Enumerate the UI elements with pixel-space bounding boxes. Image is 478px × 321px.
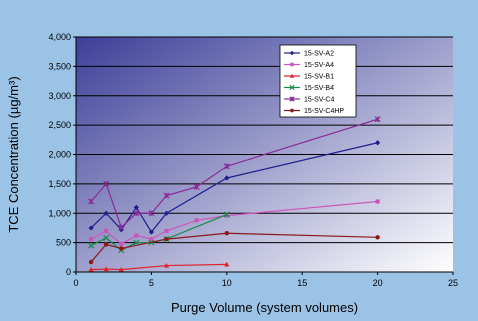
data-point	[224, 261, 230, 267]
data-point	[103, 180, 110, 187]
x-tick-label: 15	[297, 278, 307, 288]
legend-label: 15-SV-B1	[304, 74, 334, 81]
y-tick-label: 500	[56, 238, 71, 248]
series-group	[88, 116, 381, 272]
x-tick-label: 25	[448, 278, 458, 288]
y-tick-label: 3,000	[48, 91, 71, 101]
data-point	[133, 239, 140, 246]
legend-marker	[289, 84, 295, 91]
legend-item: 15-SV-C4	[284, 96, 334, 104]
data-point	[88, 225, 94, 231]
x-axis-title: Purge Volume (system volumes)	[171, 300, 358, 315]
data-point	[375, 140, 381, 146]
x-tick-label: 0	[73, 278, 78, 288]
data-point	[88, 267, 94, 272]
data-point	[148, 210, 155, 217]
legend-item: 15-SV-A4	[284, 62, 334, 69]
y-tick-label: 1,000	[48, 208, 71, 218]
legend: 15-SV-A2 15-SV-A4 15-SV-B1 15-SV-B4 15-SV-C4…	[279, 44, 357, 118]
data-point	[103, 242, 109, 247]
legend-marker	[289, 73, 295, 78]
data-point	[374, 116, 381, 123]
legend-label: 15-SV-A4	[304, 62, 334, 69]
data-point	[103, 266, 109, 272]
series-line	[90, 142, 378, 234]
data-point	[375, 235, 380, 240]
x-tick-label: 5	[149, 278, 154, 288]
legend-item: 15-SV-A2	[284, 51, 334, 58]
data-point	[223, 163, 230, 170]
legend-label: 15-SV-C4HP	[304, 108, 344, 115]
series-15-sv-a2	[88, 140, 381, 235]
y-tick-label: 2,500	[48, 120, 71, 130]
data-point	[163, 192, 170, 199]
series-15-sv-c4hp	[88, 231, 380, 265]
data-point	[104, 228, 109, 233]
data-point	[89, 237, 94, 242]
y-tick-label: 1,500	[48, 179, 71, 189]
data-point	[164, 236, 169, 242]
data-point	[88, 259, 94, 265]
data-point	[148, 229, 154, 235]
legend-label: 15-SV-C4	[304, 97, 334, 104]
y-tick-label: 4,000	[48, 32, 71, 42]
legend-item: 15-SV-B4	[284, 84, 334, 92]
legend-marker	[289, 50, 295, 56]
data-point	[88, 198, 95, 205]
y-tick-label: 0	[66, 267, 71, 277]
legend-box	[279, 44, 357, 118]
legend-marker	[289, 96, 295, 102]
series-15-sv-c4	[88, 116, 381, 231]
y-axis-title: TCE Concentration (µg/m³)	[6, 76, 21, 232]
x-tick-label: 20	[373, 278, 383, 288]
legend-label: 15-SV-B4	[304, 85, 334, 92]
data-point	[119, 241, 124, 246]
data-point	[133, 210, 140, 217]
data-point	[103, 210, 109, 216]
data-point	[119, 246, 124, 251]
legend-label: 15-SV-A2	[304, 51, 334, 58]
data-point	[134, 233, 139, 238]
data-point	[149, 237, 154, 242]
data-point	[163, 262, 170, 268]
legend-item: 15-SV-B1	[284, 74, 334, 81]
data-point	[164, 228, 169, 233]
axes: 0 500 1,000 1,500 2,000 2,500 3,000 3,500 4,000 0…	[48, 32, 458, 288]
data-point	[375, 199, 380, 204]
legend-marker	[290, 108, 294, 113]
series-line	[90, 232, 378, 263]
series-15-sv-b1	[88, 261, 230, 272]
data-point	[193, 183, 200, 190]
data-point	[224, 175, 230, 181]
legend-item: 15-SV-C4HP	[284, 108, 344, 115]
data-point	[223, 211, 230, 218]
y-tick-label: 3,500	[48, 61, 71, 71]
data-point	[133, 204, 139, 210]
data-point	[118, 267, 124, 272]
data-point	[88, 242, 95, 249]
series-15-sv-a4	[89, 199, 380, 246]
y-tick-label: 2,000	[48, 150, 71, 160]
data-point	[224, 231, 230, 236]
data-point	[224, 213, 229, 218]
data-point	[118, 224, 125, 231]
data-point	[103, 234, 110, 241]
legend-marker	[290, 62, 294, 67]
data-point	[163, 210, 170, 216]
data-point	[194, 218, 199, 223]
x-tick-label: 10	[222, 278, 232, 288]
